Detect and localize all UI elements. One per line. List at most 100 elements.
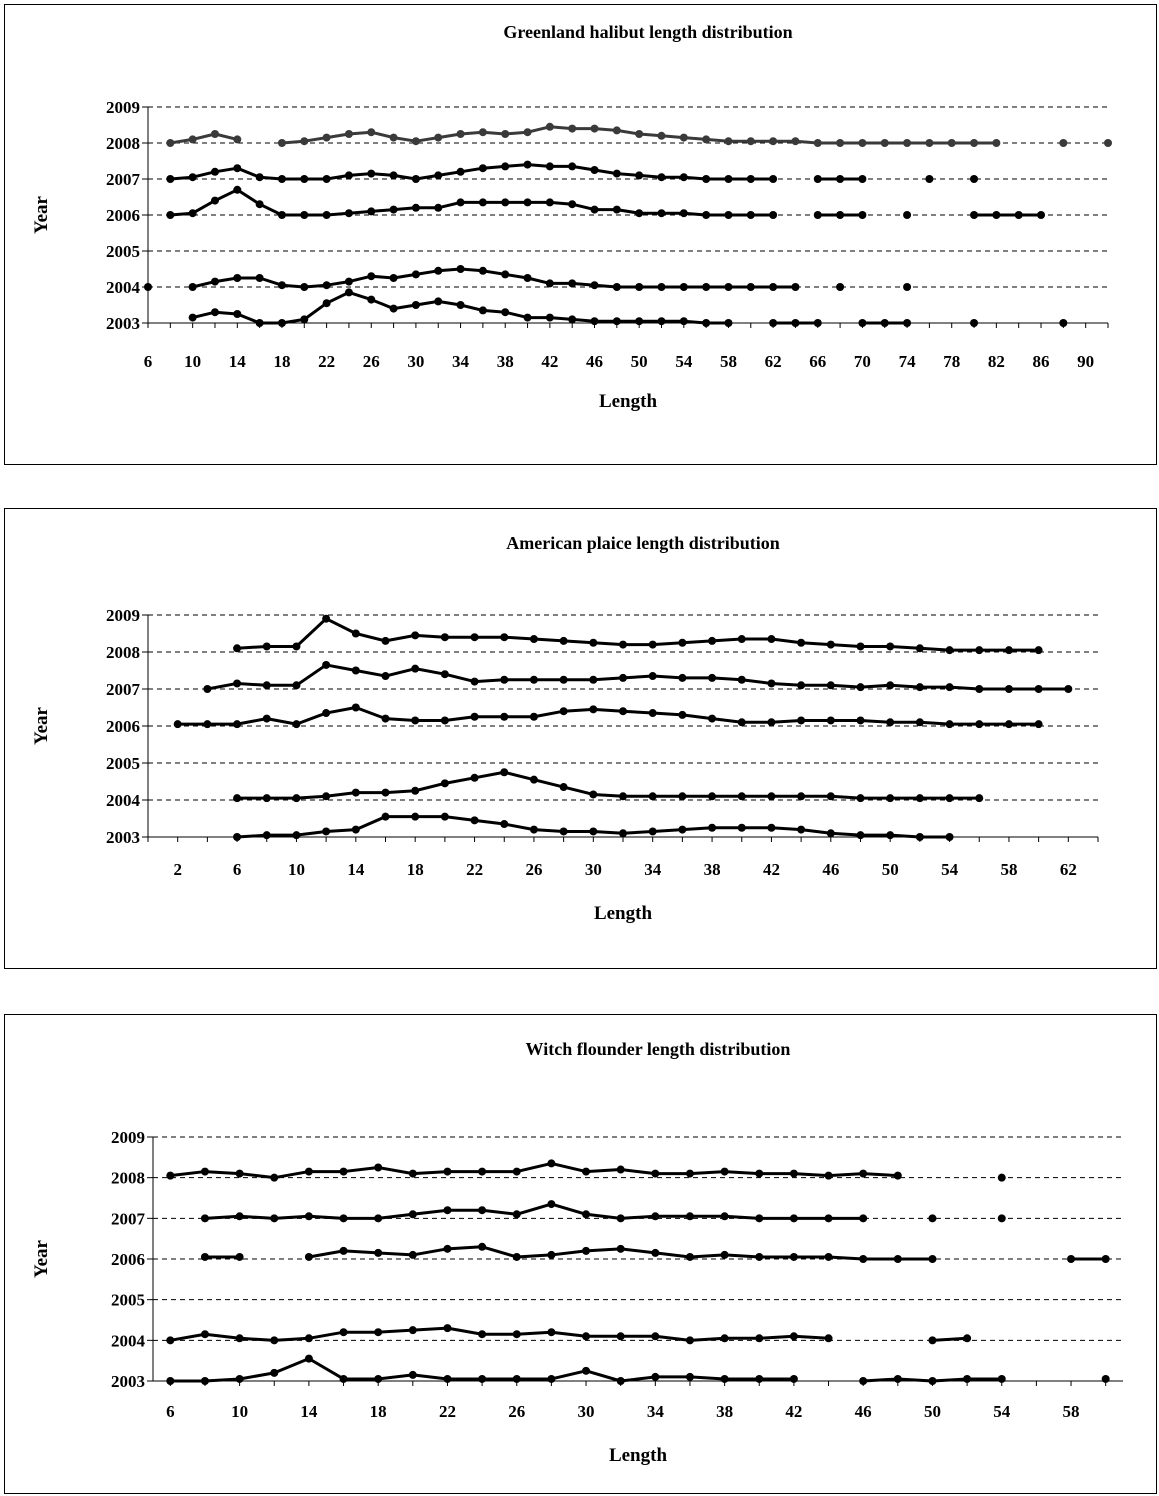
data-point	[173, 720, 182, 729]
y-tick-label: 2008	[106, 134, 140, 153]
data-point	[708, 792, 717, 801]
data-point	[440, 633, 449, 642]
data-point	[858, 211, 867, 219]
data-point	[1059, 139, 1068, 147]
data-point	[270, 1368, 279, 1377]
data-point	[367, 295, 376, 304]
data-point	[255, 173, 264, 182]
data-point	[292, 831, 301, 840]
data-point	[500, 633, 509, 642]
data-point	[292, 642, 301, 651]
x-tick-label: 46	[822, 860, 839, 879]
data-point	[886, 831, 895, 840]
data-point	[789, 1214, 798, 1223]
data-point	[720, 1250, 729, 1259]
data-point	[992, 211, 1001, 219]
data-point	[367, 207, 376, 216]
data-point	[678, 825, 687, 834]
data-point	[679, 283, 688, 291]
data-point	[322, 660, 331, 669]
x-tick-label: 26	[525, 860, 542, 879]
data-point	[443, 1244, 452, 1253]
data-point	[523, 313, 532, 322]
data-point	[501, 162, 510, 171]
data-point	[568, 279, 577, 288]
data-point	[915, 683, 924, 692]
series-line-2006	[170, 188, 774, 217]
data-point	[720, 1167, 729, 1176]
data-point	[1104, 139, 1112, 147]
data-point	[767, 635, 776, 644]
series-line-2004	[237, 770, 980, 800]
data-point	[374, 1163, 383, 1172]
data-point	[1034, 646, 1043, 655]
x-tick-label: 54	[675, 352, 693, 371]
data-point	[411, 203, 420, 212]
data-point	[547, 1328, 556, 1337]
x-axis-label: Length	[594, 903, 653, 924]
data-point	[166, 1336, 175, 1345]
data-point	[470, 773, 479, 782]
data-point	[559, 827, 568, 836]
data-point	[1004, 646, 1013, 655]
data-point	[512, 1252, 521, 1261]
data-point	[789, 1374, 798, 1383]
data-point	[300, 315, 309, 324]
data-point	[886, 718, 895, 727]
data-point	[339, 1374, 348, 1383]
data-point	[945, 720, 954, 729]
chart-american-plaice: American plaice length distribution 2003 2…	[31, 533, 1099, 924]
data-point	[590, 205, 599, 214]
data-point	[590, 281, 599, 290]
data-point	[797, 716, 806, 725]
data-point	[351, 825, 360, 834]
x-tick-label: 82	[988, 352, 1005, 371]
x-tick-label: 58	[720, 352, 737, 371]
series-line-2004	[932, 1336, 968, 1342]
data-point	[512, 1167, 521, 1176]
data-point	[635, 130, 644, 138]
data-point	[685, 1169, 694, 1178]
data-point	[304, 1334, 313, 1343]
data-point	[856, 716, 865, 725]
data-point	[657, 317, 666, 326]
data-point	[233, 794, 242, 803]
data-point	[975, 685, 984, 693]
data-point	[568, 200, 577, 209]
y-tick-label: 2007	[106, 170, 141, 189]
data-point	[339, 1246, 348, 1255]
data-point	[166, 139, 175, 147]
data-point	[500, 768, 509, 777]
data-point	[188, 283, 197, 291]
data-point	[797, 825, 806, 834]
data-point	[270, 1336, 279, 1345]
data-point	[589, 675, 598, 684]
data-point	[945, 833, 954, 841]
data-point	[767, 823, 776, 832]
data-point	[997, 1173, 1006, 1182]
data-point	[737, 718, 746, 727]
data-point	[381, 672, 390, 681]
data-point	[408, 1370, 417, 1379]
data-point	[440, 670, 449, 679]
data-point	[612, 126, 621, 135]
data-point	[478, 1167, 487, 1176]
data-point	[915, 644, 924, 653]
data-point	[970, 139, 979, 147]
data-point	[545, 198, 554, 207]
x-tick-label: 30	[585, 860, 602, 879]
y-tick-label: 2005	[111, 1291, 145, 1310]
data-point	[235, 1334, 244, 1343]
data-point	[262, 714, 271, 723]
data-point	[440, 779, 449, 788]
data-point	[746, 137, 755, 146]
data-point	[478, 306, 487, 315]
data-point	[512, 1330, 521, 1339]
data-point	[928, 1377, 937, 1385]
data-point	[769, 319, 778, 327]
data-point	[408, 1169, 417, 1178]
data-point	[292, 794, 301, 803]
data-point	[915, 718, 924, 727]
data-point	[945, 646, 954, 655]
data-point	[322, 299, 331, 308]
